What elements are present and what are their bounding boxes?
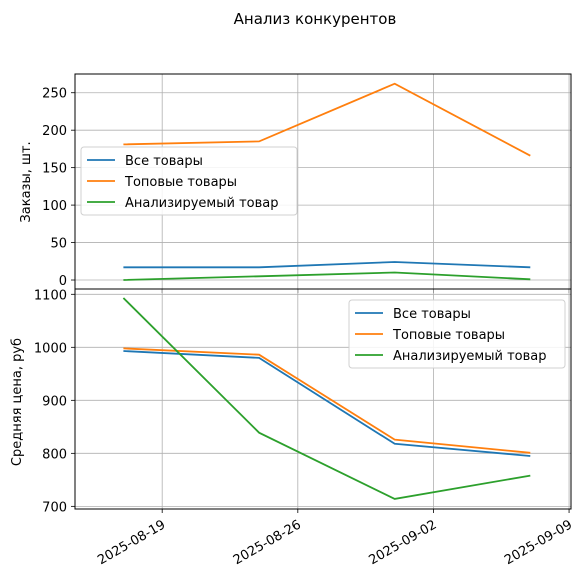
legend-box	[80, 146, 298, 216]
y-tick-label: 200	[42, 124, 67, 139]
y-tick-label: 1000	[34, 341, 67, 356]
y-tick-label: 150	[42, 162, 67, 177]
y-tick-label: 1100	[34, 288, 67, 303]
y-tick-label: 0	[59, 274, 67, 289]
legend-label: Анализируемый товар	[393, 349, 546, 364]
series-line	[123, 261, 531, 269]
price-y-axis-label: Средняя цена, руб	[10, 338, 25, 466]
y-tick-label: 50	[50, 237, 67, 252]
legend-label: Топовые товары	[392, 328, 505, 343]
series-line	[123, 347, 531, 454]
x-tick-label: 2025-08-19	[95, 517, 168, 568]
chart-title: Анализ конкурентов	[234, 10, 397, 28]
price-panel: 2025-08-19 2025-08-26 2025-09-02 2025-09-09…	[34, 288, 575, 568]
legend-label: Анализируемый товар	[125, 196, 278, 211]
x-tick-label: 2025-09-09	[502, 517, 575, 568]
legend-label: Топовые товары	[124, 175, 237, 190]
orders-panel: 0 50 100 150 200 250 Все товары Топовые товары А…	[42, 73, 572, 293]
legend-label: Все товары	[393, 307, 471, 322]
y-tick-label: 800	[42, 447, 67, 462]
x-tick-label: 2025-09-02	[366, 517, 439, 568]
x-tick-label: 2025-08-26	[231, 517, 304, 568]
y-tick-label: 700	[42, 500, 67, 515]
series-line	[123, 271, 531, 281]
y-tick-label: 100	[42, 199, 67, 214]
y-tick-label: 900	[42, 394, 67, 409]
y-tick-label: 250	[42, 87, 67, 102]
legend-box	[348, 299, 566, 369]
legend-label: Все товары	[125, 154, 203, 169]
series-line	[123, 350, 531, 457]
orders-y-axis-label: Заказы, шт.	[19, 141, 34, 222]
series-line	[123, 82, 531, 157]
series-line	[122, 297, 531, 500]
plot-frame	[74, 288, 572, 510]
